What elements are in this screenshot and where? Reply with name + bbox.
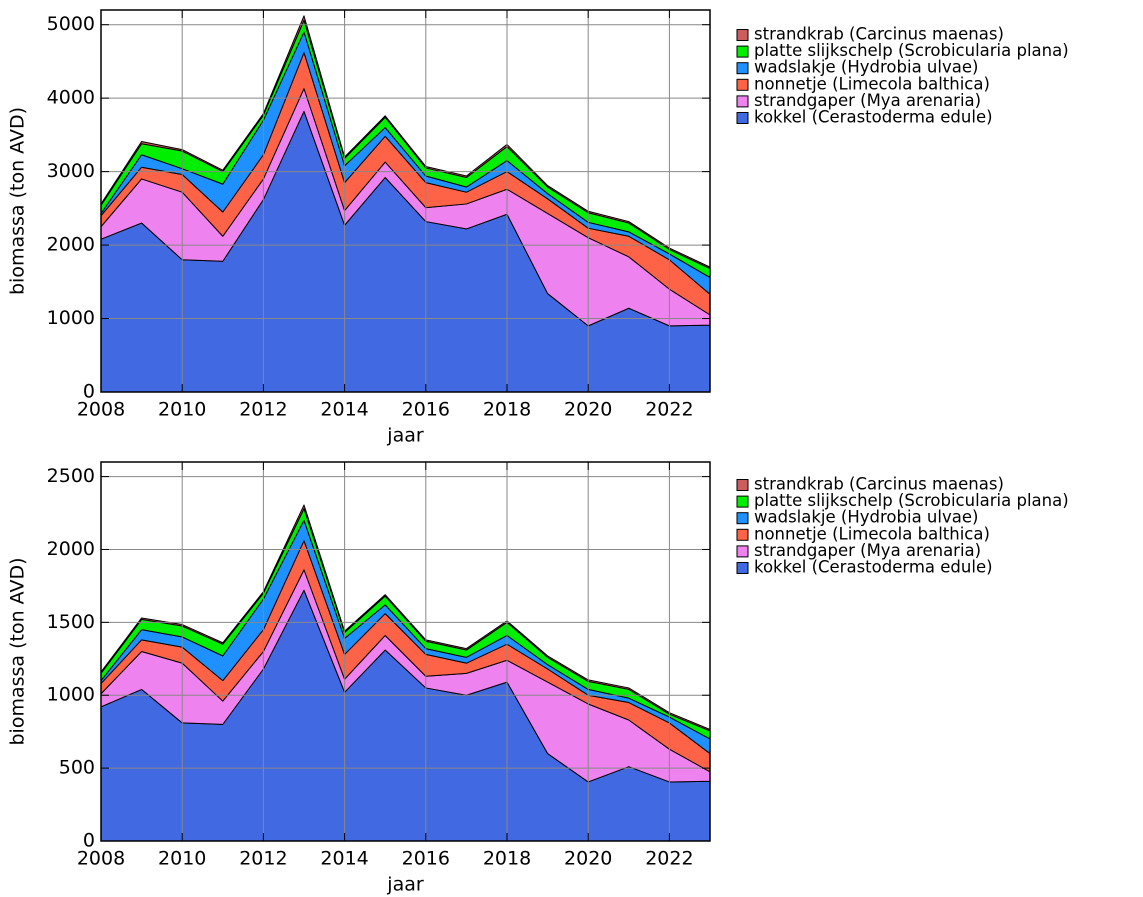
legend-label: strandgaper (Mya arenaria) xyxy=(754,91,981,110)
x-tick-label: 2018 xyxy=(483,399,531,421)
legend-swatch xyxy=(736,45,749,58)
x-tick-label: 2012 xyxy=(239,848,287,870)
legend-swatch xyxy=(736,112,749,124)
y-axis-label: biomassa (ton AVD) xyxy=(7,558,29,746)
legend-label: platte slijkschelp (Scrobicularia plana) xyxy=(754,41,1069,60)
x-tick-label: 2016 xyxy=(402,399,450,421)
legend-swatch xyxy=(736,512,749,525)
y-tick-label: 1500 xyxy=(47,611,95,633)
x-tick-label: 2022 xyxy=(645,848,693,870)
y-tick-label: 2000 xyxy=(47,538,95,560)
x-tick-label: 2010 xyxy=(158,399,206,421)
x-axis-label: jaar xyxy=(386,425,424,447)
x-tick-label: 2018 xyxy=(483,848,531,870)
y-tick-label: 1000 xyxy=(47,684,95,706)
x-axis-label: jaar xyxy=(386,874,424,896)
x-tick-label: 2016 xyxy=(402,848,450,870)
y-tick-label: 1000 xyxy=(47,307,95,329)
x-tick-label: 2014 xyxy=(320,399,368,421)
y-tick-label: 2500 xyxy=(47,465,95,487)
y-tick-label: 3000 xyxy=(47,160,95,182)
legend-swatch xyxy=(736,62,749,75)
plot-frame xyxy=(100,9,711,393)
y-tick-label: 4000 xyxy=(47,87,95,109)
legend-label: platte slijkschelp (Scrobicularia plana) xyxy=(754,491,1069,510)
legend-swatch xyxy=(736,479,749,491)
plot-frame xyxy=(100,461,711,842)
legend-swatch xyxy=(736,78,749,91)
x-tick-label: 2012 xyxy=(239,399,287,421)
y-tick-label: 0 xyxy=(83,381,95,403)
x-tick-label: 2020 xyxy=(564,399,612,421)
y-tick-label: 500 xyxy=(59,757,95,779)
legend-swatch xyxy=(736,95,749,108)
y-tick-label: 0 xyxy=(83,830,95,852)
legend-swatch xyxy=(736,528,749,541)
legend-label: kokkel (Cerastoderma edule) xyxy=(754,558,993,577)
legend-label: strandkrab (Carcinus maenas) xyxy=(754,25,1004,44)
legend-label: nonnetje (Limecola balthica) xyxy=(754,524,990,543)
x-tick-label: 2014 xyxy=(320,848,368,870)
legend-swatch xyxy=(736,545,749,558)
x-tick-label: 2008 xyxy=(77,848,125,870)
legend-label: wadslakje (Hydrobia ulvae) xyxy=(754,58,978,77)
legend-label: strandgaper (Mya arenaria) xyxy=(754,541,981,560)
x-tick-label: 2008 xyxy=(77,399,125,421)
legend-label: strandkrab (Carcinus maenas) xyxy=(754,475,1004,494)
x-tick-label: 2010 xyxy=(158,848,206,870)
legend-swatch xyxy=(736,29,749,41)
legend-label: wadslakje (Hydrobia ulvae) xyxy=(754,508,978,527)
legend-label: nonnetje (Limecola balthica) xyxy=(754,74,990,93)
legend-swatch xyxy=(736,562,749,574)
x-tick-label: 2022 xyxy=(645,399,693,421)
y-tick-label: 5000 xyxy=(47,13,95,35)
y-tick-label: 2000 xyxy=(47,234,95,256)
y-axis-label: biomassa (ton AVD) xyxy=(7,107,29,295)
legend-label: kokkel (Cerastoderma edule) xyxy=(754,108,993,127)
legend-swatch xyxy=(736,495,749,508)
x-tick-label: 2020 xyxy=(564,848,612,870)
